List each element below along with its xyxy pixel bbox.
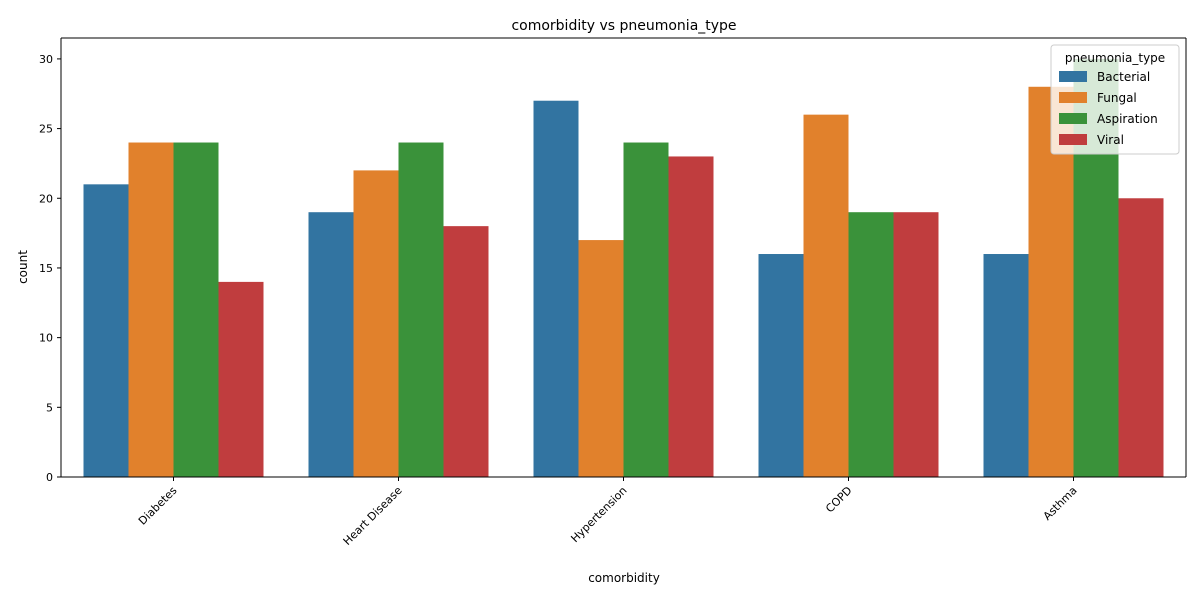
y-axis-label: count [16, 250, 30, 284]
bar-fungal-diabetes [128, 142, 174, 477]
x-tick-label: Heart Disease [341, 484, 405, 548]
y-tick-label: 20 [39, 192, 53, 205]
y-tick-label: 30 [39, 53, 53, 66]
legend-swatch-fungal [1059, 92, 1087, 103]
legend-swatch-aspiration [1059, 113, 1087, 124]
bar-viral-heart-disease [443, 226, 489, 477]
bar-aspiration-heart-disease [398, 142, 444, 477]
bar-aspiration-hypertension [623, 142, 669, 477]
bar-bacterial-hypertension [533, 100, 579, 477]
bar-viral-diabetes [218, 281, 264, 477]
legend-label-fungal: Fungal [1097, 91, 1137, 105]
x-tick-label: Diabetes [136, 484, 180, 528]
bar-aspiration-diabetes [173, 142, 219, 477]
legend-swatch-bacterial [1059, 71, 1087, 82]
bar-bacterial-diabetes [83, 184, 129, 478]
bar-bacterial-copd [758, 254, 804, 477]
bar-aspiration-copd [848, 212, 894, 477]
y-tick-label: 5 [46, 401, 53, 414]
bar-viral-asthma [1118, 198, 1164, 477]
bar-viral-copd [893, 212, 939, 477]
legend-label-aspiration: Aspiration [1097, 112, 1158, 126]
x-tick-label: COPD [823, 484, 854, 515]
legend: pneumonia_type Bacterial Fungal Aspiration… [1050, 44, 1180, 155]
x-tick-label: Hypertension [568, 484, 629, 545]
x-axis: Diabetes Heart Disease Hypertension COPD Ast… [136, 477, 1080, 548]
bars-group [83, 58, 1164, 478]
bar-bacterial-asthma [983, 254, 1029, 477]
y-tick-label: 15 [39, 262, 53, 275]
legend-label-viral: Viral [1097, 133, 1124, 147]
bar-fungal-copd [803, 114, 849, 478]
bar-viral-hypertension [668, 156, 714, 477]
bar-fungal-heart-disease [353, 170, 399, 477]
legend-label-bacterial: Bacterial [1097, 70, 1150, 84]
legend-swatch-viral [1059, 134, 1087, 145]
y-tick-label: 25 [39, 123, 53, 136]
bar-bacterial-heart-disease [308, 212, 354, 477]
legend-title: pneumonia_type [1065, 51, 1165, 65]
x-tick-label: Asthma [1041, 484, 1080, 523]
y-tick-label: 0 [46, 471, 53, 484]
y-tick-label: 10 [39, 332, 53, 345]
plot-frame [60, 37, 1187, 478]
x-axis-label: comorbidity [588, 571, 660, 585]
chart-title: comorbidity vs pneumonia_type [511, 18, 736, 34]
bar-fungal-hypertension [578, 240, 624, 477]
y-axis: 0 5 10 15 20 25 30 [39, 53, 61, 484]
